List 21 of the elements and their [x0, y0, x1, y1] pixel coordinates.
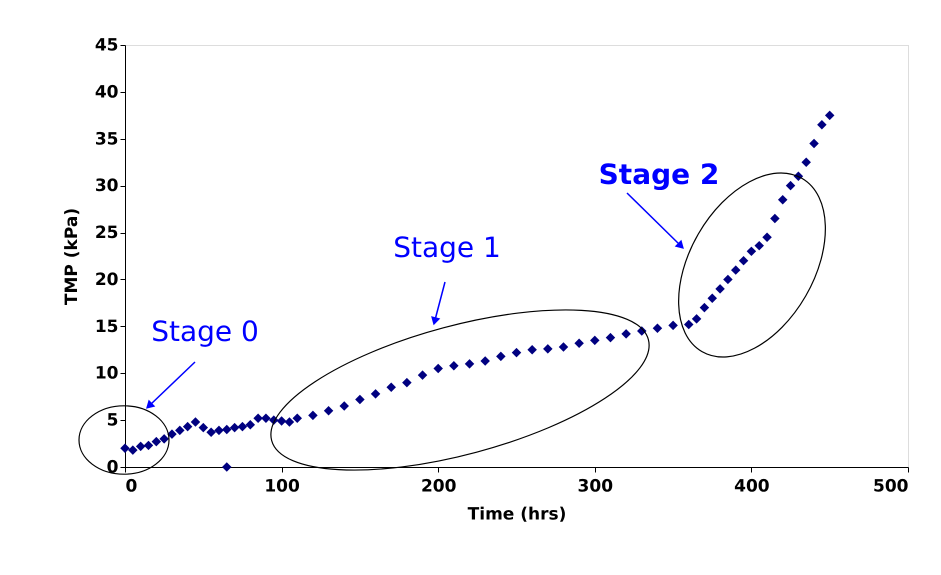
x-tick-label: 200 — [420, 476, 457, 496]
y-tick-label: 0 — [106, 458, 119, 478]
y-tick-label: 35 — [94, 129, 118, 150]
y-tick-label: 20 — [94, 270, 119, 290]
annotation: Stage 1 — [393, 231, 501, 264]
x-tick-label: 500 — [873, 476, 909, 496]
x-axis-title: Time (hrs) — [468, 504, 566, 524]
y-tick-label: 30 — [94, 176, 119, 196]
annotation: Stage 0 — [151, 315, 259, 348]
y-tick-label: 15 — [94, 316, 118, 337]
y-tick-label: 45 — [94, 36, 118, 56]
annotation: Stage 2 — [598, 158, 720, 191]
x-tick-label: 300 — [578, 476, 614, 496]
x-tick-label: 100 — [264, 476, 300, 496]
x-tick-label: 400 — [734, 476, 770, 496]
y-tick-label: 5 — [106, 410, 118, 431]
y-tick-label: 10 — [94, 364, 119, 384]
y-tick-label: 25 — [94, 223, 118, 244]
y-tick-label: 40 — [94, 82, 119, 102]
x-tick-label: 0 — [126, 476, 138, 496]
y-axis-title: TMP (kPa) — [62, 208, 82, 306]
